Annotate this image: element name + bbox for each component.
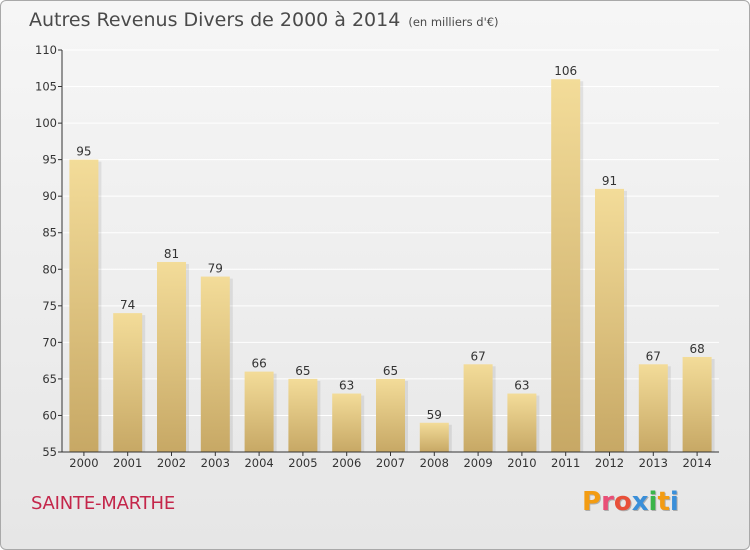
logo-letter: o bbox=[613, 487, 632, 517]
town-name: SAINTE-MARTHE bbox=[31, 493, 176, 514]
logo-letter: i bbox=[648, 487, 658, 517]
y-tick-label: 60 bbox=[42, 408, 57, 422]
bar bbox=[463, 364, 493, 452]
bar bbox=[157, 261, 186, 452]
y-tick-label: 95 bbox=[42, 153, 57, 167]
bar bbox=[244, 371, 274, 452]
bars bbox=[69, 79, 715, 453]
x-tick-label: 2010 bbox=[507, 456, 536, 470]
x-tick-label: 2008 bbox=[420, 456, 449, 470]
bar-value-label: 68 bbox=[689, 342, 704, 356]
y-tick-label: 90 bbox=[42, 189, 57, 203]
x-tick-label: 2007 bbox=[376, 456, 405, 470]
x-tick-label: 2014 bbox=[682, 456, 711, 470]
bar-value-label: 81 bbox=[164, 247, 179, 261]
y-tick-label: 70 bbox=[42, 335, 57, 349]
bar-value-label: 67 bbox=[646, 349, 661, 363]
bar bbox=[551, 79, 581, 453]
bar-value-label: 65 bbox=[295, 364, 310, 378]
x-tick-label: 2004 bbox=[244, 456, 273, 470]
bar bbox=[682, 356, 712, 452]
x-tick-label: 2006 bbox=[332, 456, 361, 470]
y-tick-label: 65 bbox=[42, 372, 57, 386]
y-tick-label: 75 bbox=[42, 299, 57, 313]
x-tick-label: 2003 bbox=[201, 456, 230, 470]
bar-value-label: 91 bbox=[602, 174, 617, 188]
bar bbox=[200, 276, 230, 452]
bar-value-label: 66 bbox=[251, 357, 266, 371]
bar-value-label: 106 bbox=[554, 64, 577, 78]
bar bbox=[288, 378, 318, 452]
axes bbox=[58, 49, 719, 456]
y-tick-label: 55 bbox=[42, 445, 57, 459]
chart-unit: (en milliers d'€) bbox=[408, 15, 499, 29]
bar-value-label: 67 bbox=[470, 349, 485, 363]
bar bbox=[507, 393, 537, 452]
x-tick-label: 2000 bbox=[69, 456, 98, 470]
chart-title: Autres Revenus Divers de 2000 à 2014 (en … bbox=[29, 9, 499, 31]
proxiti-logo: Proxiti bbox=[582, 487, 679, 517]
labels: 55 60 65 70 75 80 85 90 95 100 105 110 95 2000 74 2001 8… bbox=[35, 43, 712, 470]
logo-letter: t bbox=[657, 487, 670, 517]
chart-title-text: Autres Revenus Divers de 2000 à 2014 bbox=[29, 9, 401, 31]
logo-letter: r bbox=[601, 487, 614, 517]
y-tick-label: 105 bbox=[35, 80, 57, 94]
bar bbox=[419, 422, 449, 452]
logo-letter: P bbox=[582, 487, 602, 517]
y-tick-label: 110 bbox=[35, 43, 57, 57]
x-tick-label: 2005 bbox=[288, 456, 317, 470]
bar-value-label: 63 bbox=[339, 379, 354, 393]
bar-value-label: 79 bbox=[208, 262, 223, 276]
bar-value-label: 74 bbox=[120, 298, 135, 312]
bar-value-label: 59 bbox=[427, 408, 442, 422]
y-tick-label: 100 bbox=[35, 116, 57, 130]
bar bbox=[595, 188, 624, 452]
x-tick-label: 2009 bbox=[463, 456, 492, 470]
x-tick-label: 2011 bbox=[551, 456, 580, 470]
logo-letter: i bbox=[669, 487, 679, 517]
bar-value-label: 63 bbox=[514, 379, 529, 393]
bar-value-label: 95 bbox=[76, 145, 91, 159]
bar bbox=[69, 159, 99, 453]
bar bbox=[638, 364, 668, 452]
x-tick-label: 2013 bbox=[639, 456, 668, 470]
bar bbox=[332, 393, 362, 452]
x-tick-label: 2001 bbox=[113, 456, 142, 470]
bar bbox=[113, 313, 143, 452]
logo-letter: x bbox=[631, 487, 649, 517]
x-tick-label: 2012 bbox=[595, 456, 624, 470]
x-tick-label: 2002 bbox=[157, 456, 186, 470]
bar-value-label: 65 bbox=[383, 364, 398, 378]
y-tick-label: 85 bbox=[42, 226, 57, 240]
bar bbox=[376, 378, 405, 452]
y-tick-label: 80 bbox=[42, 262, 57, 276]
